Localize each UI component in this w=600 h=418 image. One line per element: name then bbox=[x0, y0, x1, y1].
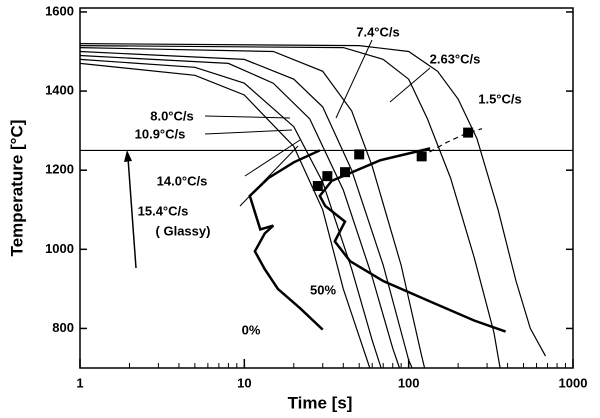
leader-line bbox=[239, 145, 299, 207]
y-tick-label: 1400 bbox=[45, 83, 74, 98]
cooling-curve bbox=[248, 149, 324, 331]
annotation: ( Glassy) bbox=[156, 223, 211, 238]
square-marker bbox=[354, 149, 365, 160]
plot-frame bbox=[79, 7, 574, 369]
curve-label: 15.4°C/s bbox=[138, 203, 189, 218]
x-tick-label: 10 bbox=[237, 375, 251, 390]
cooling-curve bbox=[79, 47, 426, 369]
y-axis-title: Temperature [°C] bbox=[7, 120, 26, 257]
curve-label: 10.9°C/s bbox=[135, 126, 186, 141]
square-marker bbox=[322, 171, 333, 182]
arrow-head bbox=[124, 150, 132, 162]
y-tick-label: 1200 bbox=[45, 162, 74, 177]
cooling-curve bbox=[318, 147, 507, 333]
y-tick-label: 1600 bbox=[45, 3, 74, 18]
leader-line bbox=[335, 39, 373, 119]
curve-label: 2.63°C/s bbox=[430, 51, 481, 66]
curve-label: 1.5°C/s bbox=[478, 91, 522, 106]
cooling-curve bbox=[79, 43, 547, 357]
y-tick-label: 800 bbox=[52, 320, 74, 335]
x-tick-label: 100 bbox=[398, 375, 420, 390]
curve-label: 7.4°C/s bbox=[356, 24, 400, 39]
leader-line bbox=[204, 129, 293, 135]
square-marker bbox=[463, 127, 474, 138]
x-axis-title: Time [s] bbox=[288, 393, 353, 412]
curve-label: 50% bbox=[310, 282, 336, 297]
leader-line bbox=[389, 67, 431, 103]
leader-line bbox=[244, 139, 301, 177]
square-marker bbox=[312, 181, 323, 192]
cooling-curve bbox=[79, 50, 413, 369]
arrow bbox=[127, 157, 137, 269]
y-tick-label: 1000 bbox=[45, 241, 74, 256]
x-tick-label: 1 bbox=[76, 375, 83, 390]
square-marker bbox=[340, 167, 351, 178]
cooling-curve bbox=[79, 45, 501, 369]
curve-label: 0% bbox=[242, 322, 261, 337]
leader-line bbox=[204, 115, 291, 119]
square-marker bbox=[416, 151, 427, 162]
curve-label: 14.0°C/s bbox=[157, 173, 208, 188]
cooling-curve bbox=[79, 54, 401, 369]
cooling-curve bbox=[79, 62, 371, 369]
x-tick-label: 1000 bbox=[559, 375, 588, 390]
dashed-line bbox=[421, 128, 483, 157]
curve-label: 8.0°C/s bbox=[150, 108, 194, 123]
